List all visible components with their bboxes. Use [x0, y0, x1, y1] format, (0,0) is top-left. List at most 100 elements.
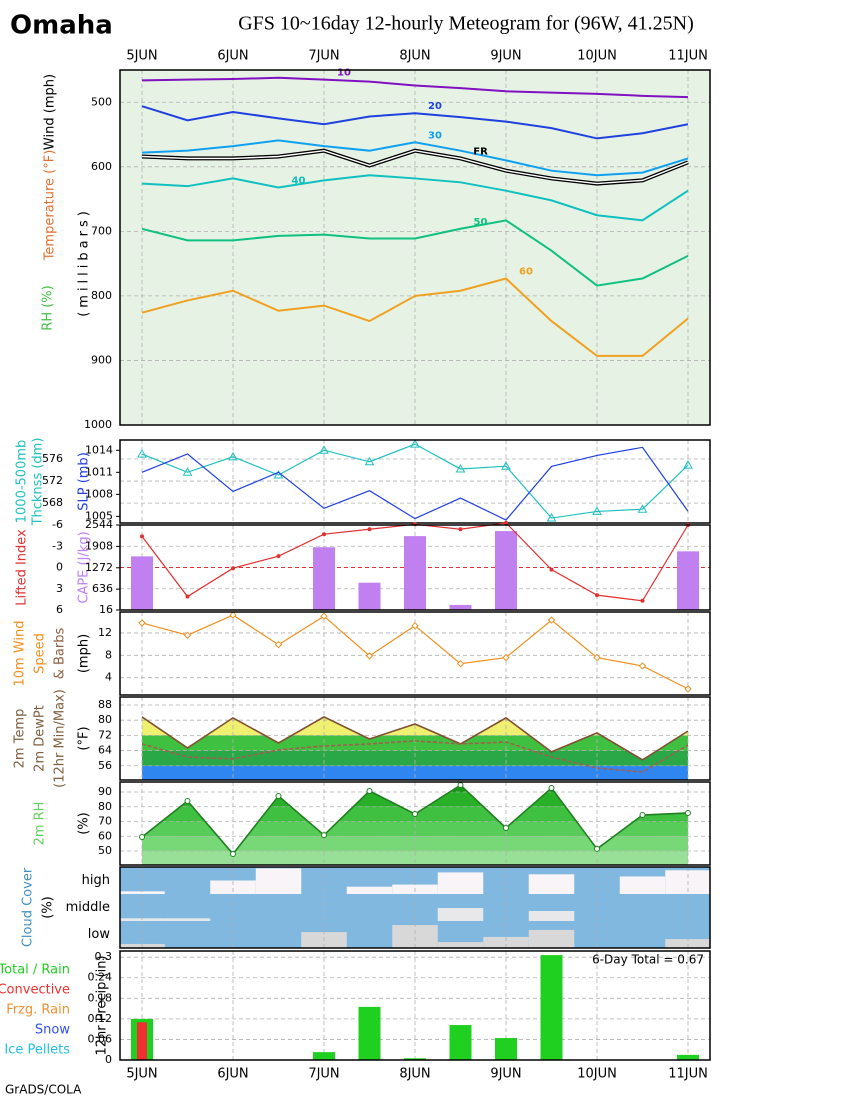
x-top-label: 5JUN — [126, 49, 157, 64]
x-bottom-label: 9JUN — [490, 1067, 521, 1082]
marker — [549, 567, 554, 572]
axis-label: 2m Temp — [13, 709, 28, 769]
y-tick-label: 60 — [98, 829, 112, 842]
axis-label: (%) — [77, 812, 92, 835]
marker — [638, 662, 647, 670]
marker — [365, 652, 374, 660]
marker — [182, 467, 193, 476]
y-tick-label: 600 — [91, 160, 112, 173]
marker — [184, 798, 191, 805]
y-tick-label: 1000 — [84, 418, 112, 431]
y-tick-label: 70 — [98, 815, 112, 828]
marker — [319, 445, 329, 454]
series-line — [141, 740, 689, 773]
cloud-clear — [437, 908, 484, 921]
marker — [455, 463, 466, 473]
marker — [138, 619, 146, 627]
y-tick-label: 1272 — [85, 561, 113, 574]
isotherm — [141, 105, 689, 140]
bar — [495, 531, 517, 610]
y-tick-label: 72 — [98, 728, 112, 741]
marker — [458, 527, 463, 532]
cloud-clear — [528, 929, 575, 948]
y-tick-label: 0.24 — [88, 971, 113, 984]
row-label: low — [88, 927, 111, 942]
axis-label: Thcknss (dm) — [31, 438, 46, 527]
marker — [685, 809, 691, 816]
axis-label: (12hr Min/Max) — [53, 689, 68, 788]
isotherm — [141, 277, 689, 357]
isotherm-label: 60 — [519, 266, 533, 277]
marker — [410, 439, 420, 448]
isotherm — [141, 76, 689, 99]
x-top-label: 8JUN — [399, 49, 430, 64]
marker — [546, 513, 557, 522]
y-tick-label: 0.3 — [95, 950, 113, 963]
isotherm-label: 20 — [428, 101, 442, 112]
cloud-clear — [528, 911, 575, 921]
bar — [677, 551, 699, 610]
legend-entry: Total / Rain — [0, 963, 70, 978]
axis-label: (millibars) — [77, 207, 92, 317]
bar — [313, 1052, 335, 1060]
panel-frame — [119, 524, 711, 611]
y-tick-label: 1005 — [85, 509, 113, 522]
y-tick-label: 1011 — [85, 465, 113, 478]
axis-label: Wind (mph) — [43, 74, 58, 150]
legend-entry: Convective — [0, 983, 70, 998]
bar — [358, 582, 381, 610]
x-top-label: 10JUN — [577, 49, 617, 64]
x-top-label: 9JUN — [490, 49, 521, 64]
marker — [230, 850, 236, 857]
marker — [229, 611, 237, 619]
marker — [183, 631, 192, 639]
x-bottom-label: 10JUN — [577, 1067, 617, 1082]
marker — [683, 460, 693, 469]
x-top-label: 7JUN — [308, 49, 339, 64]
legend-entry: Frzg. Rain — [6, 1003, 70, 1018]
cloud-clear — [665, 939, 710, 948]
bar — [540, 955, 563, 1060]
y-tick-label: 12 — [98, 626, 112, 639]
axis-label: Temperature (°F) — [43, 150, 58, 262]
panel-frame — [119, 866, 711, 949]
axis-label: (mph) — [77, 634, 92, 673]
cloud-clear — [210, 880, 256, 894]
bar — [404, 1058, 426, 1060]
isotherm-label: 30 — [428, 130, 442, 141]
bar — [449, 1025, 472, 1060]
title: GFS 10~16day 12-hourly Meteogram for (96… — [238, 13, 694, 35]
panel-frame — [119, 696, 711, 781]
cloud-clear — [392, 925, 438, 948]
y-tick-label: 64 — [98, 744, 112, 757]
cloud-clear — [164, 918, 211, 921]
bar — [137, 1022, 147, 1060]
row-label: high — [82, 873, 110, 888]
axis-label: Speed — [33, 633, 48, 674]
x-bottom-label: 11JUN — [668, 1067, 708, 1082]
marker — [639, 812, 646, 819]
bar — [495, 1038, 517, 1060]
y-tick-label: 500 — [91, 95, 112, 108]
marker — [367, 527, 372, 532]
bar — [449, 604, 472, 610]
y-tick-label: -6 — [52, 518, 63, 531]
marker — [504, 520, 508, 525]
axis-label: & Barbs — [53, 628, 68, 680]
panel-frame — [119, 950, 711, 1061]
y-tick-label: 80 — [98, 713, 112, 726]
y-tick-label: 0.06 — [88, 1032, 113, 1045]
y-tick-label: 800 — [91, 289, 112, 302]
axis-label: SLP (mb) — [77, 452, 92, 511]
cloud-clear — [619, 876, 666, 894]
marker — [274, 640, 283, 649]
band — [142, 765, 688, 780]
y-tick-label: 0.12 — [88, 1012, 113, 1025]
marker — [228, 451, 238, 461]
axis-label: Cloud Cover — [21, 867, 36, 947]
total-label: 6-Day Total = 0.67 — [592, 953, 704, 967]
axis-label: Lifted Index — [15, 529, 30, 606]
city: Omaha — [10, 11, 113, 41]
y-tick-label: 700 — [91, 224, 112, 237]
panel-frame — [119, 69, 711, 426]
